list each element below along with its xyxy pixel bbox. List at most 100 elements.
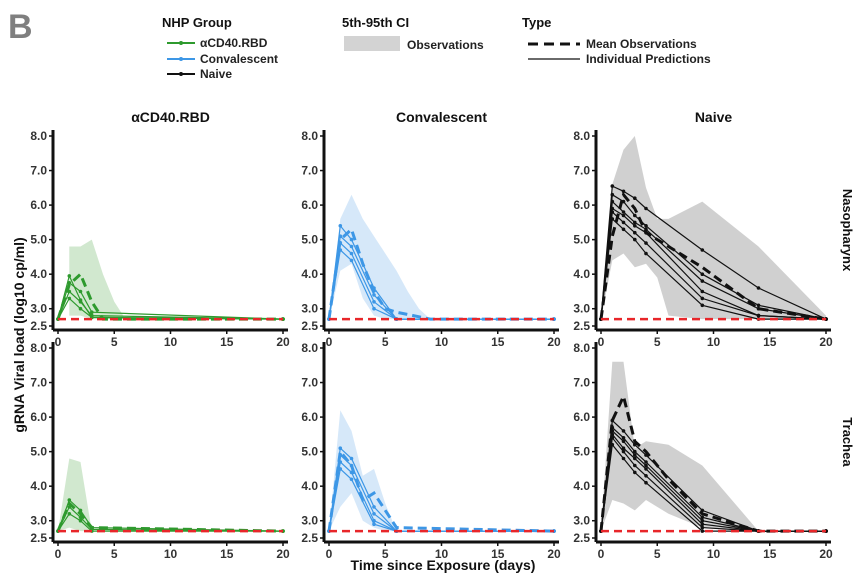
prediction-point-naive-nasopharynx-1-2 bbox=[610, 184, 615, 188]
prediction-point-naive-nasopharynx-3-3 bbox=[621, 210, 626, 214]
y-tick-label-cd40-rbd-trachea-5: 7.0 bbox=[30, 376, 47, 390]
mean-observations-cd40-rbd-nasopharynx bbox=[56, 271, 283, 321]
y-tick-label-cd40-rbd-trachea-3: 5.0 bbox=[30, 445, 47, 459]
y-axis-title: gRNA Viral load (log10 cp/ml) bbox=[11, 237, 27, 432]
x-tick-label-cd40-rbd-trachea-3: 15 bbox=[220, 547, 234, 561]
legend-nhp-group-title: NHP Group bbox=[162, 15, 232, 30]
legend-marker-acd40 bbox=[179, 41, 183, 45]
x-tick-label-cd40-rbd-trachea-0: 0 bbox=[55, 547, 62, 561]
prediction-point-naive-nasopharynx-5-2 bbox=[610, 210, 615, 214]
prediction-point-cd40-rbd-trachea-1-2 bbox=[67, 498, 72, 502]
prediction-point-cd40-rbd-nasopharynx-2-3 bbox=[78, 289, 83, 294]
y-tick-label-convalescent-trachea-3: 5.0 bbox=[301, 445, 318, 459]
x-tick-label-cd40-rbd-trachea-1: 5 bbox=[111, 547, 118, 561]
prediction-point-convalescent-nasopharynx-4-4 bbox=[372, 306, 376, 311]
prediction-point-naive-nasopharynx-1-3 bbox=[621, 189, 626, 194]
prediction-point-convalescent-trachea-1-4 bbox=[372, 505, 376, 509]
prediction-point-convalescent-trachea-1-3 bbox=[349, 456, 354, 461]
x-tick-label-cd40-rbd-trachea-2: 10 bbox=[164, 547, 178, 561]
prediction-point-naive-nasopharynx-1-5 bbox=[644, 206, 648, 211]
prediction-point-naive-trachea-6-3 bbox=[621, 456, 626, 461]
x-tick-label-naive-trachea-4: 20 bbox=[819, 547, 833, 561]
prediction-point-cd40-rbd-nasopharynx-2-4 bbox=[90, 310, 94, 315]
legend-ci: 5th-95th CI Observations bbox=[342, 15, 484, 52]
y-tick-label-naive-nasopharynx-5: 7.0 bbox=[573, 164, 590, 178]
panel-letter: B bbox=[8, 8, 33, 46]
y-tick-label-naive-nasopharynx-1: 3.0 bbox=[573, 302, 590, 316]
prediction-point-naive-trachea-3-3 bbox=[621, 439, 626, 444]
y-tick-label-convalescent-trachea-2: 4.0 bbox=[301, 479, 318, 493]
prediction-point-convalescent-nasopharynx-2-2 bbox=[338, 234, 343, 238]
prediction-point-convalescent-nasopharynx-3-3 bbox=[349, 251, 354, 256]
prediction-point-convalescent-trachea-4-3 bbox=[349, 477, 354, 482]
prediction-point-naive-nasopharynx-4-2 bbox=[610, 206, 615, 211]
x-tick-label-convalescent-trachea-3: 15 bbox=[491, 547, 505, 561]
prediction-point-naive-nasopharynx-2-7 bbox=[756, 303, 761, 308]
y-tick-label-convalescent-nasopharynx-2: 4.0 bbox=[301, 267, 318, 281]
y-tick-label-cd40-rbd-trachea-6: 8.0 bbox=[30, 341, 47, 355]
mean-observations-convalescent-nasopharynx bbox=[327, 226, 554, 321]
y-tick-label-naive-nasopharynx-2: 4.0 bbox=[573, 267, 590, 281]
legend-label-observations: Observations bbox=[407, 38, 484, 52]
legend-label-individual-predictions: Individual Predictions bbox=[586, 52, 711, 66]
prediction-point-naive-trachea-4-5 bbox=[644, 467, 648, 471]
y-tick-label-naive-trachea-6: 8.0 bbox=[573, 341, 590, 355]
y-tick-label-convalescent-trachea-6: 8.0 bbox=[301, 341, 318, 355]
prediction-point-naive-trachea-5-3 bbox=[621, 449, 626, 454]
y-tick-label-cd40-rbd-nasopharynx-0: 2.5 bbox=[30, 319, 47, 333]
x-tick-label-convalescent-trachea-2: 10 bbox=[435, 547, 449, 561]
x-tick-label-convalescent-nasopharynx-2: 10 bbox=[435, 335, 449, 349]
x-tick-label-cd40-rbd-nasopharynx-0: 0 bbox=[55, 335, 62, 349]
x-tick-label-convalescent-nasopharynx-4: 20 bbox=[547, 335, 561, 349]
column-title-naive: Naive bbox=[695, 109, 733, 125]
prediction-point-naive-trachea-4-3 bbox=[621, 446, 626, 451]
y-tick-label-naive-trachea-2: 4.0 bbox=[573, 479, 590, 493]
x-tick-label-convalescent-nasopharynx-3: 15 bbox=[491, 335, 505, 349]
prediction-point-convalescent-trachea-4-4 bbox=[372, 522, 376, 526]
x-tick-label-naive-trachea-1: 5 bbox=[654, 547, 661, 561]
panel-cd40-rbd-trachea: 2.5 3.0 4.0 5.0 6.0 7.0 8.0 0 5 10 15 20 bbox=[30, 341, 290, 561]
prediction-point-naive-trachea-2-6 bbox=[700, 515, 705, 520]
prediction-point-naive-trachea-3-5 bbox=[644, 463, 648, 468]
y-tick-label-naive-nasopharynx-6: 8.0 bbox=[573, 129, 590, 143]
y-tick-label-naive-trachea-0: 2.5 bbox=[573, 531, 590, 545]
column-title-convalescent: Convalescent bbox=[396, 109, 487, 125]
prediction-point-convalescent-nasopharynx-1-2 bbox=[338, 224, 343, 228]
y-tick-label-cd40-rbd-nasopharynx-2: 4.0 bbox=[30, 267, 47, 281]
x-tick-label-naive-trachea-3: 15 bbox=[763, 547, 777, 561]
mean-observations-naive-nasopharynx bbox=[599, 191, 827, 321]
prediction-point-naive-trachea-2-4 bbox=[633, 449, 637, 454]
y-tick-label-convalescent-trachea-0: 2.5 bbox=[301, 531, 318, 545]
prediction-point-naive-trachea-2-5 bbox=[644, 460, 648, 464]
x-tick-label-naive-nasopharynx-1: 5 bbox=[654, 335, 661, 349]
x-tick-label-convalescent-nasopharynx-1: 5 bbox=[382, 335, 389, 349]
legend-label-convalescent: Convalescent bbox=[200, 52, 278, 66]
ci-band-convalescent-nasopharynx bbox=[329, 194, 431, 320]
prediction-point-cd40-rbd-nasopharynx-3-3 bbox=[78, 300, 83, 304]
facet-panels: 2.5 3.0 4.0 5.0 6.0 7.0 8.0 0 5 10 15 20 2.5 3.0 4.0 5.… bbox=[30, 109, 854, 561]
panel-naive-trachea: 2.5 3.0 4.0 5.0 6.0 7.0 8.0 0 5 10 15 20 bbox=[573, 341, 833, 561]
prediction-point-naive-nasopharynx-4-6 bbox=[700, 289, 705, 294]
legend-marker-convalescent bbox=[179, 57, 183, 61]
prediction-point-naive-nasopharynx-1-7 bbox=[756, 286, 761, 290]
individual-prediction-naive-nasopharynx-4 bbox=[600, 207, 827, 320]
prediction-point-naive-nasopharynx-6-2 bbox=[610, 217, 615, 221]
x-tick-label-convalescent-nasopharynx-0: 0 bbox=[326, 335, 333, 349]
y-tick-label-convalescent-trachea-4: 6.0 bbox=[301, 410, 318, 424]
individual-prediction-naive-nasopharynx-1 bbox=[600, 185, 827, 320]
prediction-point-naive-nasopharynx-5-3 bbox=[621, 220, 626, 225]
panel-convalescent-nasopharynx: 2.5 3.0 4.0 5.0 6.0 7.0 8.0 0 5 10 15 20 bbox=[301, 129, 561, 349]
y-tick-label-cd40-rbd-trachea-4: 6.0 bbox=[30, 410, 47, 424]
prediction-point-naive-trachea-5-4 bbox=[633, 463, 637, 468]
y-tick-label-naive-trachea-5: 7.0 bbox=[573, 376, 590, 390]
prediction-point-naive-nasopharynx-2-6 bbox=[700, 272, 705, 277]
prediction-point-convalescent-nasopharynx-3-4 bbox=[372, 300, 376, 304]
x-axis-title: Time since Exposure (days) bbox=[351, 557, 536, 573]
prediction-point-convalescent-nasopharynx-2-4 bbox=[372, 293, 376, 297]
y-tick-label-cd40-rbd-trachea-1: 3.0 bbox=[30, 514, 47, 528]
prediction-point-naive-trachea-6-4 bbox=[633, 470, 637, 475]
prediction-point-naive-trachea-6-5 bbox=[644, 480, 648, 485]
x-tick-label-convalescent-trachea-0: 0 bbox=[326, 547, 333, 561]
x-tick-label-cd40-rbd-nasopharynx-4: 20 bbox=[276, 335, 290, 349]
x-tick-label-naive-nasopharynx-3: 15 bbox=[763, 335, 777, 349]
